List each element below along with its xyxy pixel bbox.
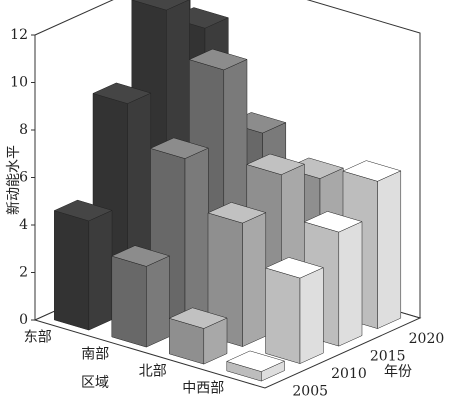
bar-top-face [188,48,248,71]
bar-top-face [53,199,113,222]
bar-right-face [184,147,209,330]
bar-top-face [264,257,325,279]
year-label: 2010 [331,366,367,382]
bar-right-face [377,170,402,329]
bar [226,350,286,382]
bar-top-face [342,160,402,182]
bar-left-face [111,255,147,348]
bar-right-face [299,267,324,364]
bar-top-face [92,82,152,104]
bar-top-face [131,0,190,11]
year-label: 2005 [292,383,328,399]
region-label: 东部 [24,330,52,346]
year-label: 2020 [409,331,445,347]
bar-top-face [303,211,363,233]
bar-top-face [149,137,210,159]
region-label: 中西部 [182,381,224,397]
bar-top-face [207,202,267,224]
bar-right-face [146,255,170,348]
y-tick-label: 10 [10,75,28,91]
y-tick-label: 0 [19,312,28,328]
bar-right-face [88,210,113,331]
bar [53,199,113,331]
bar-top-face [168,307,228,329]
bar-top-face [246,153,306,175]
region-label: 南部 [81,347,109,363]
bar-top-face [226,350,286,372]
y-tick-label: 12 [10,27,28,43]
bar [168,307,228,365]
y-tick-label: 6 [19,170,28,186]
region-label: 北部 [139,364,167,380]
bar-right-face [338,221,363,347]
bar-top-face [111,245,171,267]
y-tick-label: 4 [19,217,28,233]
year-axis-title: 年份 [384,364,412,380]
bar-left-face [54,210,90,331]
y-tick-label: 8 [19,122,28,138]
bar-left-face [265,267,301,364]
bar [264,257,325,364]
bar [111,245,171,348]
bar [207,202,267,347]
year-label: 2015 [370,348,406,364]
region-axis-title: 区域 [81,375,109,391]
y-tick-label: 2 [19,265,28,281]
y-axis-title: 新动能水平 [6,145,22,215]
bar-right-face [242,212,267,347]
